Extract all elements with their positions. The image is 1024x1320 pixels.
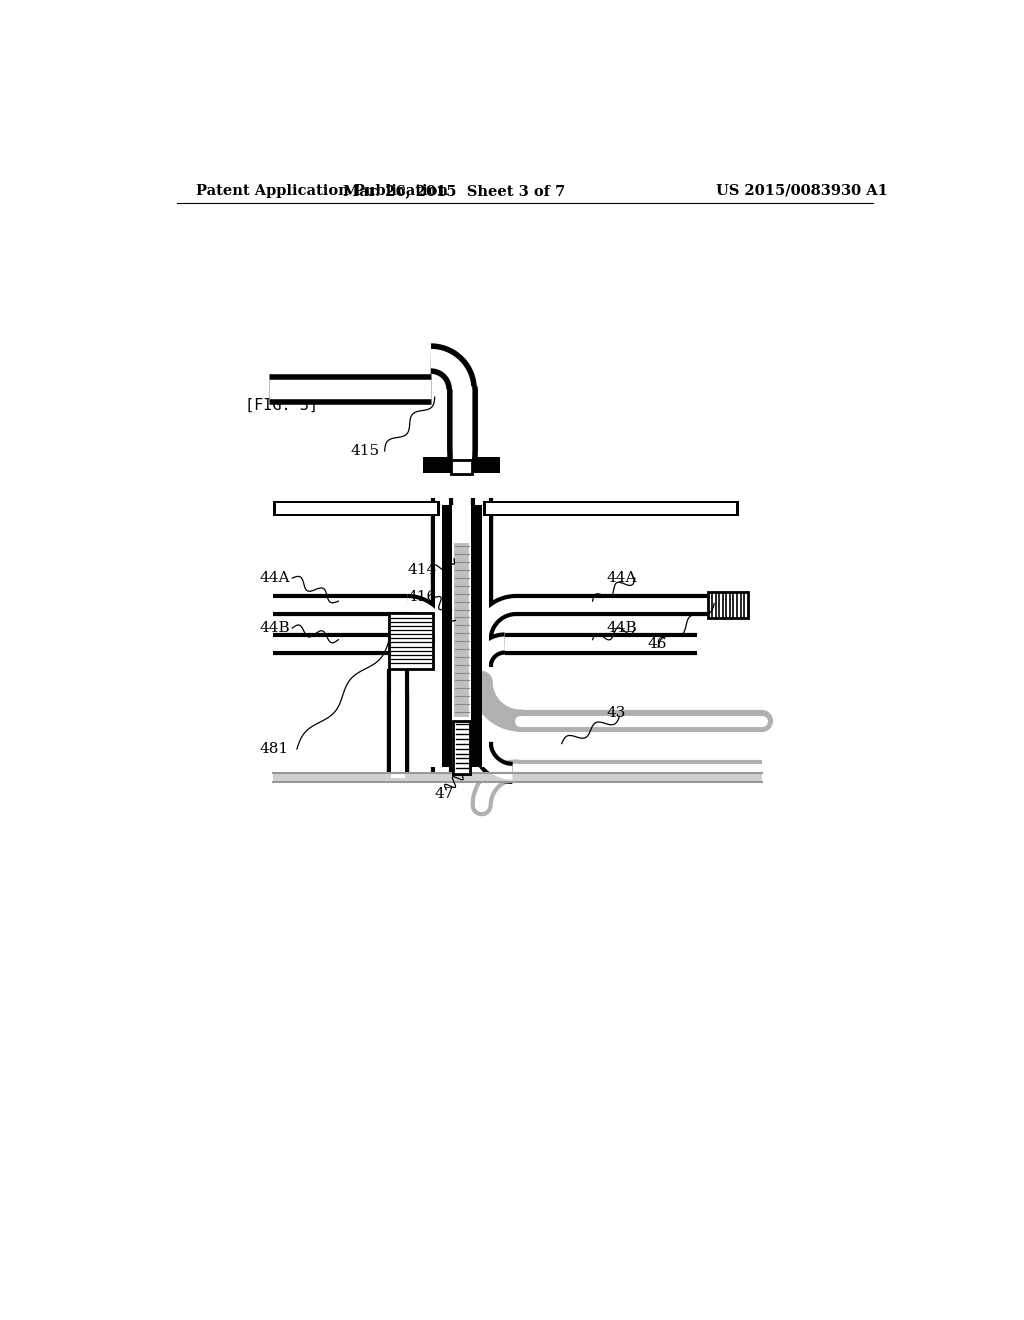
Bar — [472, 457, 500, 473]
Text: 415: 415 — [350, 444, 379, 458]
Bar — [453, 506, 471, 767]
Text: [FIG. 3]: [FIG. 3] — [245, 397, 317, 412]
Bar — [471, 506, 481, 767]
Text: 44A: 44A — [260, 572, 291, 585]
Bar — [451, 461, 472, 474]
Text: 44A: 44A — [606, 572, 637, 585]
Bar — [708, 591, 749, 618]
Bar — [454, 721, 470, 775]
Text: 44B: 44B — [606, 622, 637, 635]
Bar — [441, 506, 453, 767]
Text: 44B: 44B — [260, 622, 291, 635]
Bar — [273, 502, 440, 516]
Bar — [276, 503, 437, 515]
Bar — [273, 774, 762, 781]
Bar — [441, 506, 453, 767]
Bar — [453, 506, 471, 767]
Text: 47: 47 — [435, 787, 454, 801]
Text: 46: 46 — [648, 636, 668, 651]
Bar — [454, 544, 469, 717]
Text: Patent Application Publication: Patent Application Publication — [196, 183, 449, 198]
Bar — [471, 506, 481, 767]
Text: 414: 414 — [408, 564, 437, 577]
Bar — [423, 457, 451, 473]
Bar — [388, 614, 433, 669]
Text: 416: 416 — [408, 590, 437, 605]
Text: 43: 43 — [606, 706, 626, 719]
Text: 481: 481 — [260, 742, 289, 756]
Bar — [454, 721, 470, 775]
Bar — [483, 502, 739, 516]
Bar — [486, 503, 736, 515]
Text: US 2015/0083930 A1: US 2015/0083930 A1 — [716, 183, 888, 198]
Text: Mar. 26, 2015  Sheet 3 of 7: Mar. 26, 2015 Sheet 3 of 7 — [343, 183, 565, 198]
Bar — [454, 544, 469, 717]
